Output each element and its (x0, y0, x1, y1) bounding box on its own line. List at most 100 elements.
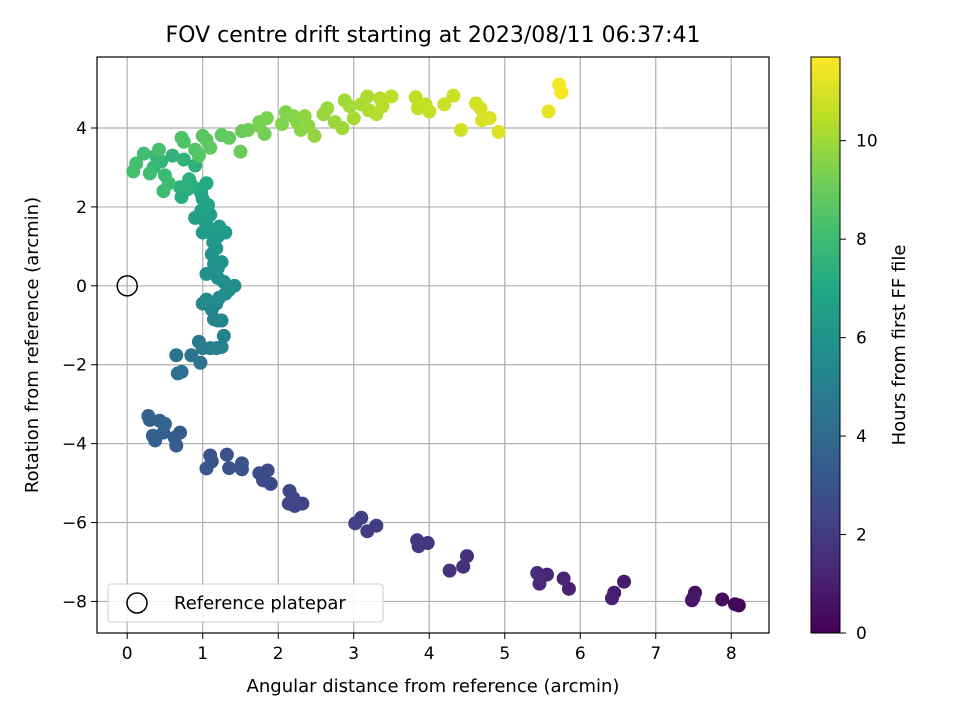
data-point (375, 99, 390, 114)
colorbar-tick-label: 2 (856, 526, 867, 546)
data-point (459, 549, 474, 564)
y-tick-label: −2 (62, 356, 87, 376)
data-point (157, 416, 172, 431)
data-point (214, 255, 229, 270)
x-tick-label: 8 (726, 644, 737, 664)
data-point (142, 166, 157, 181)
data-point (219, 447, 234, 462)
data-point (233, 144, 248, 159)
data-point (212, 219, 227, 234)
data-point (216, 328, 231, 343)
data-point (408, 90, 423, 105)
data-point (199, 176, 214, 191)
data-point (346, 111, 361, 126)
data-point (176, 134, 191, 149)
y-axis-label: Rotation from reference (arcmin) (22, 197, 43, 493)
data-point (384, 89, 399, 104)
data-point (151, 142, 166, 157)
data-point (176, 152, 191, 167)
legend-box (107, 583, 384, 623)
y-axis-ticks: −8 −6 −4 −2 0 2 4 (62, 119, 97, 612)
data-point (145, 428, 160, 443)
data-points (116, 77, 746, 613)
data-point (556, 571, 571, 586)
colorbar-tick-label: 0 (856, 624, 867, 644)
data-point (473, 101, 488, 116)
data-point (222, 461, 237, 476)
data-point (491, 124, 506, 139)
data-point (335, 121, 350, 136)
data-point (165, 148, 180, 163)
data-point (482, 111, 497, 126)
x-tick-label: 5 (499, 644, 510, 664)
colorbar-tick-label: 10 (856, 132, 878, 152)
x-tick-label: 7 (650, 644, 661, 664)
data-point (348, 516, 363, 531)
y-tick-label: −4 (62, 435, 87, 455)
data-point (259, 111, 274, 126)
legend-label: Reference platepar (174, 593, 346, 614)
data-point (169, 348, 184, 363)
data-point (360, 524, 375, 539)
x-axis-ticks: 0 1 2 3 4 5 6 7 8 (122, 633, 737, 664)
data-point (453, 122, 468, 137)
data-point (141, 409, 156, 424)
legend-marker (126, 592, 148, 614)
y-tick-label: 4 (76, 119, 87, 139)
data-point (360, 89, 375, 104)
colorbar-tick-label: 4 (856, 427, 867, 447)
x-tick-label: 0 (122, 644, 133, 664)
data-point (437, 97, 452, 112)
data-point (136, 146, 151, 161)
data-point (604, 591, 619, 606)
y-tick-label: −8 (62, 592, 87, 612)
data-point (199, 292, 214, 307)
colorbar-gradient (810, 56, 841, 634)
colorbar: 0 2 4 6 8 10 Hours from first FF file (810, 56, 910, 644)
data-point (210, 270, 225, 285)
data-point (686, 590, 701, 605)
chart-title: FOV centre drift starting at 2023/08/11 … (166, 23, 701, 48)
legend: Reference platepar (107, 583, 384, 623)
data-point (214, 339, 229, 354)
data-point (530, 566, 545, 581)
data-point (307, 128, 322, 143)
data-point (715, 592, 730, 607)
grid-lines (97, 57, 769, 633)
data-point (728, 597, 743, 612)
x-axis-label: Angular distance from reference (arcmin) (247, 676, 620, 697)
data-point (342, 99, 357, 114)
data-point (199, 266, 214, 281)
x-tick-label: 3 (348, 644, 359, 664)
data-point (532, 576, 547, 591)
data-point (541, 104, 556, 119)
x-tick-label: 4 (424, 644, 435, 664)
data-point (241, 122, 256, 137)
data-point (214, 313, 229, 328)
colorbar-ticks: 0 2 4 6 8 10 (840, 132, 878, 644)
data-point (274, 117, 289, 132)
data-point (227, 278, 242, 293)
data-point (191, 148, 206, 163)
data-point (182, 172, 197, 187)
x-tick-label: 1 (197, 644, 208, 664)
data-point (617, 574, 632, 589)
data-point (446, 88, 461, 103)
data-point (422, 104, 437, 119)
data-point (320, 101, 335, 116)
x-tick-label: 2 (273, 644, 284, 664)
data-point (286, 491, 301, 506)
data-point (442, 563, 457, 578)
data-point (199, 461, 214, 476)
data-point (252, 466, 267, 481)
reference-platepar-marker (116, 275, 138, 297)
colorbar-tick-label: 8 (856, 230, 867, 250)
data-point (554, 85, 569, 100)
y-tick-label: 0 (76, 277, 87, 297)
data-point (173, 180, 188, 195)
data-point (156, 184, 171, 199)
y-tick-label: 2 (76, 198, 87, 218)
data-point (234, 456, 249, 471)
colorbar-label: Hours from first FF file (889, 245, 910, 446)
